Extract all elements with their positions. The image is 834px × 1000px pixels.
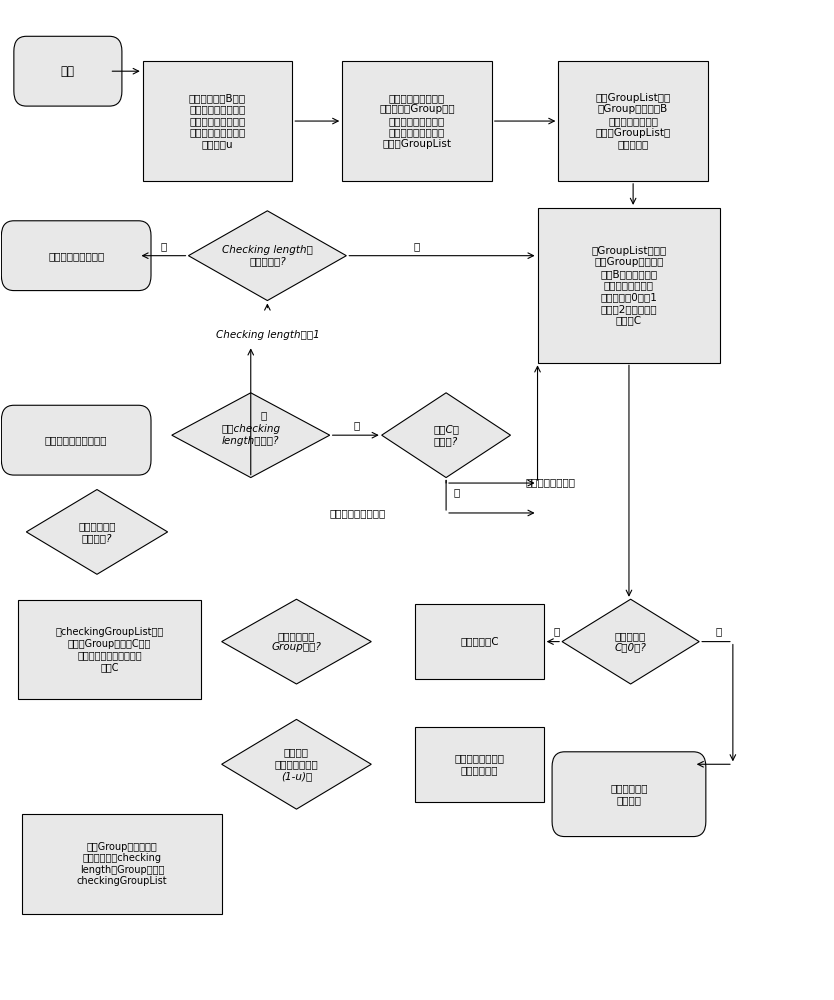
Text: 所有矩形工件
排样完成?: 所有矩形工件 排样完成? [78, 521, 116, 543]
Text: 余料面积
大于指定余料率
(1-u)？: 余料面积 大于指定余料率 (1-u)？ [274, 748, 319, 781]
FancyBboxPatch shape [14, 36, 122, 106]
Text: 否: 否 [414, 241, 420, 251]
Text: Checking length大
于设计上限?: Checking length大 于设计上限? [222, 245, 313, 266]
Text: 开始: 开始 [61, 65, 75, 78]
Text: 排样下一块板材件: 排样下一块板材件 [525, 477, 575, 487]
Text: 否: 否 [554, 627, 560, 637]
FancyBboxPatch shape [538, 208, 721, 363]
Text: 根据Group快速推荐策
略，选出最多checking
length个Group的列表
checkingGroupList: 根据Group快速推荐策 略，选出最多checking length个Group… [77, 842, 168, 886]
Text: 初始化板材件B和矩
形工件数据，将所有
矩形工件设定为可旋
转，设板材件定控制
利用率为u: 初始化板材件B和矩 形工件数据，将所有 矩形工件设定为可旋 转，设板材件定控制 … [189, 93, 246, 149]
Text: 将矩形工件作预处理
形成工件组Group，代
替原矩形工件作为排
样基本单元，工件组
列表为GroupList: 将矩形工件作预处理 形成工件组Group，代 替原矩形工件作为排 样基本单元，工… [379, 93, 455, 149]
Polygon shape [172, 393, 329, 478]
Polygon shape [188, 211, 346, 301]
Text: 是: 是 [160, 241, 167, 251]
FancyBboxPatch shape [18, 600, 201, 699]
Text: 是否小于最小
Group面积?: 是否小于最小 Group面积? [272, 631, 321, 652]
Text: 结束，返回当前排样解: 结束，返回当前排样解 [45, 435, 108, 445]
FancyBboxPatch shape [23, 814, 222, 914]
Polygon shape [222, 719, 371, 809]
Text: 回溯处理，重新处
理上一层原片: 回溯处理，重新处 理上一层原片 [455, 753, 505, 775]
FancyBboxPatch shape [558, 61, 708, 181]
Text: 中间板材件C: 中间板材件C [460, 637, 499, 647]
Text: 结束，返回当
前排样解: 结束，返回当 前排样解 [610, 783, 648, 805]
FancyBboxPatch shape [415, 604, 544, 679]
FancyBboxPatch shape [552, 752, 706, 837]
Polygon shape [562, 599, 699, 684]
FancyBboxPatch shape [2, 221, 151, 291]
Text: 当前checking
length搜索完?: 当前checking length搜索完? [221, 424, 280, 446]
Text: 从GroupList中逐个
选取Group排放在板
材件B左下角，完成
水平切割或者垂直
切割，形成0块、1
块或者2块子层中间
板材件C: 从GroupList中逐个 选取Group排放在板 材件B左下角，完成 水平切割… [591, 246, 666, 325]
FancyBboxPatch shape [415, 727, 544, 802]
Text: 是: 是 [454, 487, 460, 497]
FancyBboxPatch shape [143, 61, 292, 181]
Text: 否: 否 [353, 420, 359, 430]
Polygon shape [222, 599, 371, 684]
Text: 当前C排
样完成?: 当前C排 样完成? [433, 424, 459, 446]
Text: 中间板材件
C为0块?: 中间板材件 C为0块? [615, 631, 646, 652]
Text: 从checkingGroupList中逐
个选取Group排放在C左下
角，同时形成子层中间板
材件C: 从checkingGroupList中逐 个选取Group排放在C左下 角，同时… [55, 627, 163, 672]
Polygon shape [382, 393, 510, 478]
Text: 处理子层中间板材件: 处理子层中间板材件 [329, 508, 386, 518]
Text: Checking length自增1: Checking length自增1 [215, 330, 319, 340]
Text: 是: 是 [716, 627, 722, 637]
Polygon shape [27, 490, 168, 574]
Text: 结束，返回的解为空: 结束，返回的解为空 [48, 251, 104, 261]
FancyBboxPatch shape [2, 405, 151, 475]
FancyBboxPatch shape [342, 61, 492, 181]
Text: 计算GroupList里每
个Group对板材件B
的适应度值，并按
该值对GroupList进
行降序排列: 计算GroupList里每 个Group对板材件B 的适应度值，并按 该值对Gr… [595, 93, 671, 149]
Text: 是: 是 [260, 410, 266, 420]
